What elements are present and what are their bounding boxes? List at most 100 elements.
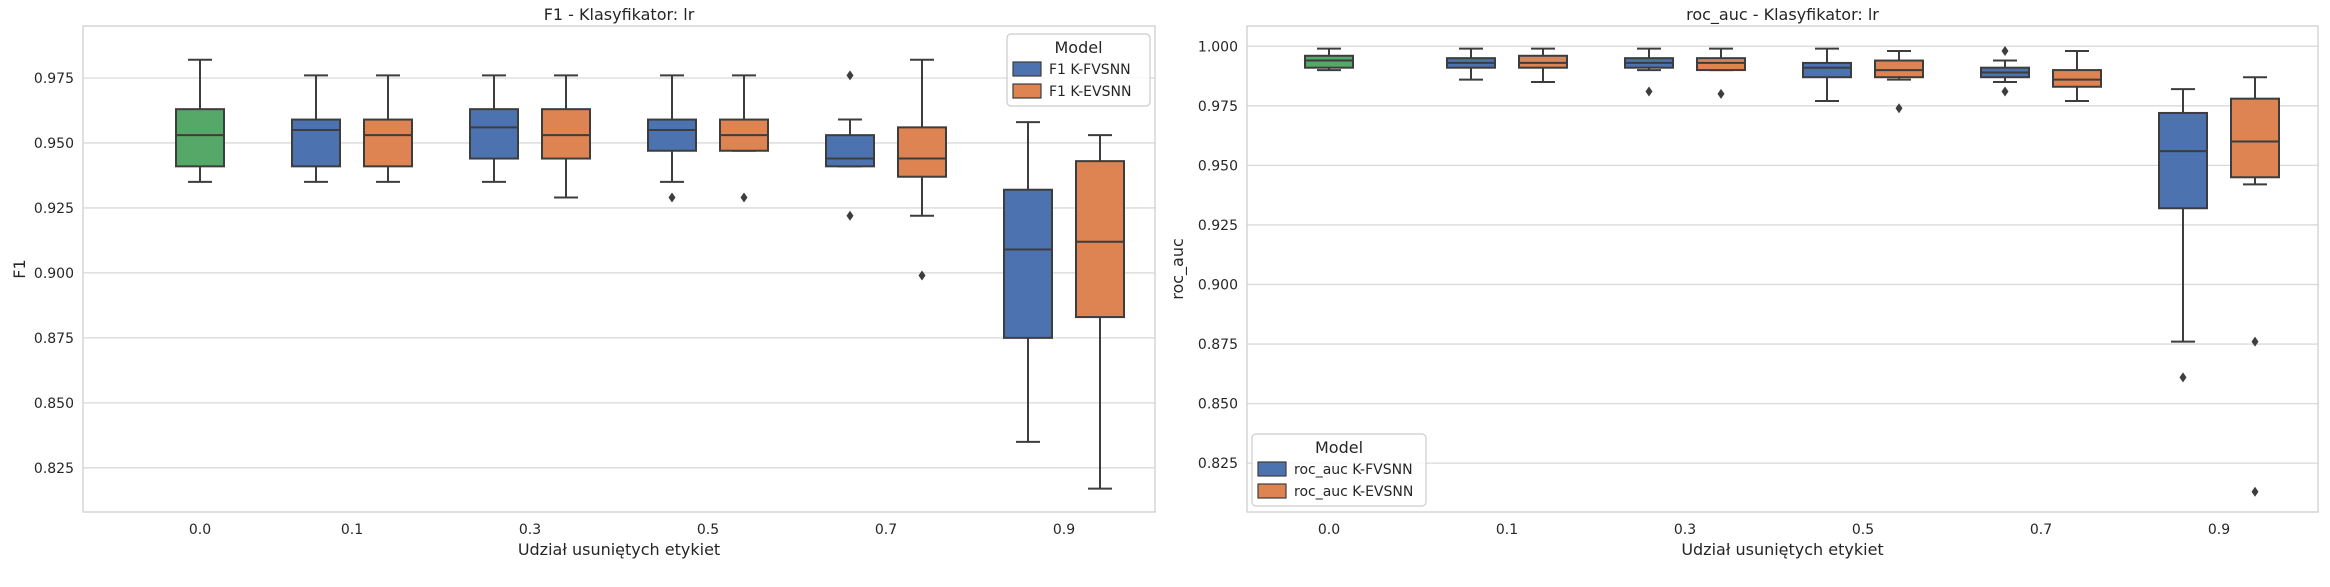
plot-area — [1247, 26, 2318, 512]
outlier-point — [846, 70, 854, 81]
legend-swatch — [1257, 483, 1287, 499]
y-tick-label: 0.925 — [34, 201, 74, 217]
series-box — [2052, 50, 2102, 103]
box-iqr — [363, 118, 413, 168]
y-tick-label: 0.825 — [1198, 456, 1238, 472]
x-tick-label: 0.1 — [341, 522, 363, 538]
series-box — [2158, 88, 2208, 383]
series-box — [1874, 50, 1924, 114]
series-box — [1696, 47, 1746, 99]
series-box — [469, 74, 519, 183]
x-tick-label: 0.7 — [875, 522, 897, 538]
legend-box — [1251, 433, 1427, 507]
baseline-box — [1304, 47, 1354, 72]
chart-title: roc_auc - Klasyfikator: lr — [1686, 5, 1879, 25]
outlier-point — [846, 210, 854, 221]
x-tick-label: 0.5 — [1852, 522, 1874, 538]
legend-swatch — [1012, 83, 1042, 99]
box-iqr — [1003, 188, 1053, 339]
box-iqr — [1304, 54, 1354, 69]
box-iqr — [1696, 57, 1746, 72]
series-box — [1446, 47, 1496, 81]
chart-panel-2: 0.825 0.850 0.875 0.900 0.925 0.950 0.975 1.000… — [1168, 5, 2319, 559]
y-tick-label: 0.850 — [1198, 397, 1238, 413]
y-tick-label: 0.850 — [34, 396, 74, 412]
box-iqr — [2158, 111, 2208, 210]
outlier-point — [1895, 103, 1903, 114]
y-tick-label: 0.975 — [1198, 99, 1238, 115]
box-iqr — [2230, 97, 2280, 179]
series-box — [897, 58, 947, 281]
y-tick-label: 0.925 — [1198, 218, 1238, 234]
baseline-box — [175, 58, 225, 183]
outlier-point — [2001, 46, 2009, 57]
legend-title: Model — [1054, 38, 1102, 57]
series-box — [647, 74, 697, 203]
series-box — [825, 70, 875, 221]
x-tick-label: 0.9 — [1053, 522, 1075, 538]
plot-frame — [82, 25, 1156, 513]
y-tick-label: 0.975 — [34, 71, 74, 87]
outlier-point — [668, 192, 676, 203]
y-tick-label: 0.875 — [1198, 337, 1238, 353]
plot-frame — [1246, 25, 2319, 513]
outlier-point — [2251, 486, 2259, 497]
y-axis-label: roc_auc — [1168, 238, 1188, 300]
legend: Model roc_auc K-FVSNN roc_auc K-EVSNN — [1251, 433, 1427, 507]
box-iqr — [175, 108, 225, 168]
x-tick-label: 0.9 — [2208, 522, 2230, 538]
y-axis-label: F1 — [10, 259, 29, 278]
legend-label: F1 K-EVSNN — [1049, 84, 1131, 100]
outlier-point — [1645, 86, 1653, 97]
x-axis-label: Udział usuniętych etykiet — [1681, 540, 1883, 559]
x-tick-label: 0.3 — [1674, 522, 1696, 538]
series-box — [1518, 47, 1568, 83]
legend-title: Model — [1315, 438, 1363, 457]
outlier-point — [918, 270, 926, 281]
outlier-point — [2251, 336, 2259, 347]
box-iqr — [1075, 160, 1125, 319]
x-tick-label: 0.5 — [697, 522, 719, 538]
legend: Model F1 K-FVSNN F1 K-EVSNN — [1006, 33, 1151, 107]
y-tick-label: 0.900 — [34, 266, 74, 282]
outlier-point — [2001, 86, 2009, 97]
legend-box — [1006, 33, 1151, 107]
y-tick-label: 0.950 — [1198, 158, 1238, 174]
series-box — [1980, 46, 2030, 97]
y-tick-label: 0.825 — [34, 461, 74, 477]
series-box — [1075, 134, 1125, 490]
outlier-point — [1717, 88, 1725, 99]
x-tick-label: 0.3 — [519, 522, 541, 538]
box-iqr — [825, 134, 875, 168]
series-box — [363, 74, 413, 183]
chart-title: F1 - Klasyfikator: lr — [544, 5, 695, 24]
y-tick-label: 0.900 — [1198, 277, 1238, 293]
legend-label: roc_auc K-FVSNN — [1294, 462, 1413, 478]
y-tick-label: 0.875 — [34, 331, 74, 347]
legend-label: F1 K-FVSNN — [1049, 62, 1131, 78]
x-tick-label: 0.1 — [1496, 522, 1518, 538]
legend-label: roc_auc K-EVSNN — [1294, 484, 1413, 500]
legend-swatch — [1012, 61, 1042, 77]
box-iqr — [541, 108, 591, 160]
plot-area — [83, 26, 1155, 512]
series-box — [719, 74, 769, 203]
box-iqr — [1518, 54, 1568, 69]
box-iqr — [2052, 69, 2102, 88]
series-box — [541, 74, 591, 199]
outlier-point — [740, 192, 748, 203]
x-tick-label: 0.0 — [1318, 522, 1340, 538]
box-iqr — [1802, 61, 1852, 79]
x-tick-label: 0.0 — [189, 522, 211, 538]
series-box — [2230, 76, 2280, 497]
y-tick-label: 1.000 — [1198, 39, 1238, 55]
x-tick-label: 0.7 — [2030, 522, 2052, 538]
legend-swatch — [1257, 461, 1287, 477]
outlier-point — [2179, 372, 2187, 383]
box-iqr — [897, 126, 947, 178]
box-iqr — [291, 118, 341, 168]
box-iqr — [647, 118, 697, 152]
box-iqr — [469, 108, 519, 160]
series-box — [1802, 47, 1852, 103]
